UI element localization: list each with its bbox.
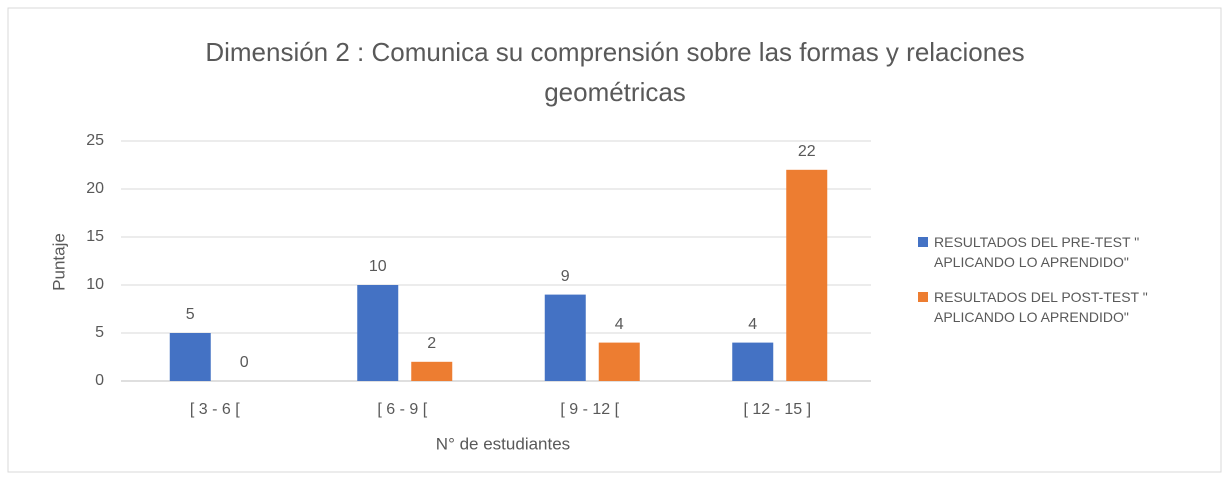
legend-swatch (918, 237, 928, 247)
legend-label: RESULTADOS DEL POST-TEST " APLICANDO LO … (934, 289, 1148, 325)
bar (598, 342, 640, 381)
bar (732, 342, 774, 381)
data-label: 22 (798, 143, 816, 160)
data-label: 10 (369, 258, 387, 275)
title-box: Dimensión 2 : Comunica su comprensión so… (205, 37, 1025, 107)
y-tick-label: 15 (86, 228, 104, 245)
legend-label: RESULTADOS DEL PRE-TEST " APLICANDO LO A… (934, 234, 1140, 270)
x-tick-label: [ 9 - 12 [ (560, 401, 619, 418)
bar (544, 294, 586, 381)
x-tick-label: [ 12 - 15 ] (743, 401, 811, 418)
data-label: 5 (186, 306, 195, 323)
chart-border (7, 7, 1222, 473)
data-label: 9 (561, 268, 570, 285)
y-tick-label: 0 (95, 372, 104, 389)
y-axis-label: Puntaje (49, 233, 68, 291)
y-tick-label: 20 (86, 180, 104, 197)
y-tick-label: 25 (86, 132, 104, 149)
data-label: 4 (748, 316, 757, 333)
data-label: 0 (240, 354, 249, 371)
legend-swatch (918, 292, 928, 302)
y-tick-label: 10 (86, 276, 104, 293)
bar (357, 285, 399, 381)
x-tick-label: [ 3 - 6 [ (190, 401, 240, 418)
chart-title: Dimensión 2 : Comunica su comprensión so… (205, 37, 1025, 107)
legend-item: RESULTADOS DEL PRE-TEST " APLICANDO LO A… (918, 232, 1218, 272)
bar (169, 333, 211, 381)
x-axis-label: N° de estudiantes (436, 434, 570, 453)
bar (786, 169, 828, 381)
y-tick-label: 5 (95, 324, 104, 341)
data-label: 4 (615, 316, 624, 333)
x-tick-label: [ 6 - 9 [ (377, 401, 427, 418)
bar (411, 361, 453, 381)
legend-item: RESULTADOS DEL POST-TEST " APLICANDO LO … (918, 287, 1218, 327)
data-label: 2 (427, 335, 436, 352)
